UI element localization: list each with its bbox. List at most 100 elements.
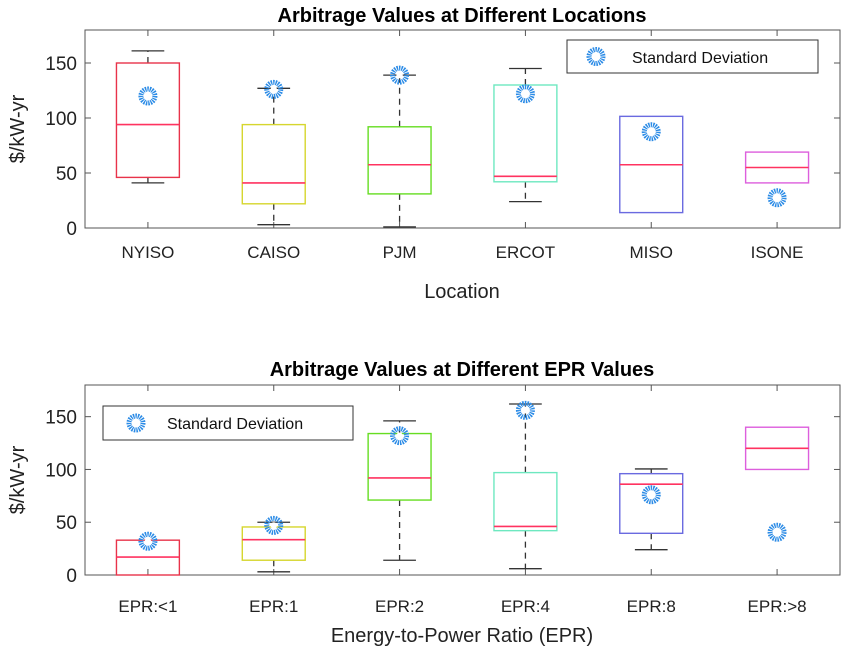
- y-axis-label: $/kW-yr: [7, 94, 29, 163]
- standard-deviation-marker: [390, 65, 410, 85]
- standard-deviation-marker-ring: [390, 426, 410, 446]
- standard-deviation-marker-ring: [767, 188, 787, 208]
- plot-area-border: [84, 384, 841, 576]
- plot-area-border: [84, 29, 841, 229]
- legend-marker-icon: [586, 47, 606, 66]
- box-EPR:>8: [744, 426, 810, 542]
- legend: Standard Deviation: [566, 39, 819, 74]
- x-axis-label: Location: [424, 281, 500, 303]
- standard-deviation-marker: [641, 485, 661, 505]
- standard-deviation-marker-center: [522, 407, 529, 414]
- standard-deviation-marker-center: [270, 86, 277, 93]
- standard-deviation-marker: [641, 122, 661, 142]
- box-iqr: [619, 472, 684, 535]
- standard-deviation-marker-center: [396, 432, 403, 439]
- y-axis-label: $/kW-yr: [7, 445, 29, 514]
- standard-deviation-marker-ring: [515, 84, 535, 104]
- standard-deviation-marker-ring: [390, 65, 410, 85]
- y-tick-label: 100: [45, 109, 77, 130]
- box-MISO: [619, 115, 684, 214]
- legend-marker-icon-ring: [586, 47, 606, 66]
- legend-marker-icon: [126, 413, 146, 433]
- x-tick-label: ERCOT: [496, 243, 556, 262]
- standard-deviation-marker-ring: [264, 515, 284, 535]
- y-tick-label: 150: [45, 408, 77, 429]
- standard-deviation-marker-center: [773, 194, 781, 201]
- standard-deviation-marker-ring: [641, 485, 661, 505]
- y-tick-label: 50: [56, 513, 77, 534]
- standard-deviation-marker-center: [396, 71, 403, 79]
- standard-deviation-marker: [264, 79, 284, 99]
- standard-deviation-marker: [138, 86, 158, 106]
- box-iqr: [367, 432, 432, 501]
- box-EPR:1: [241, 515, 306, 573]
- legend-marker-icon-ring: [126, 413, 146, 433]
- standard-deviation-marker-center: [144, 92, 152, 100]
- standard-deviation-marker: [390, 426, 410, 446]
- standard-deviation-marker-ring: [138, 531, 158, 551]
- locations-chart: Arbitrage Values at Different Locations …: [7, 5, 841, 303]
- x-tick-label: NYISO: [121, 243, 174, 262]
- standard-deviation-marker-center: [522, 90, 529, 98]
- legend-box: [566, 39, 819, 74]
- x-axis-label: Energy-to-Power Ratio (EPR): [331, 625, 593, 647]
- y-tick-label: 100: [45, 460, 77, 481]
- y-tick-label: 0: [66, 566, 77, 587]
- y-tick-label: 50: [56, 164, 77, 185]
- standard-deviation-marker: [515, 400, 535, 420]
- x-tick-label: CAISO: [247, 243, 300, 262]
- legend-label: Standard Deviation: [632, 50, 768, 67]
- x-tick-label: EPR:<1: [118, 597, 177, 616]
- standard-deviation-marker-ring: [264, 79, 284, 99]
- chart-title: Arbitrage Values at Different EPR Values: [270, 359, 655, 381]
- box-iqr: [241, 526, 306, 561]
- x-tick-label: EPR:2: [375, 597, 424, 616]
- box-NYISO: [115, 50, 181, 184]
- y-tick-label: 0: [66, 219, 77, 240]
- standard-deviation-marker-ring: [515, 400, 535, 420]
- box-EPR:8: [619, 468, 684, 551]
- standard-deviation-marker-center: [270, 522, 277, 529]
- box-ERCOT: [493, 67, 558, 203]
- standard-deviation-marker: [767, 522, 787, 542]
- box-EPR:2: [367, 420, 432, 561]
- axes: 0 50 100 150 NYISO CAISO PJM ERCOT MISO ISONE: [45, 29, 841, 262]
- standard-deviation-marker-ring: [138, 86, 158, 106]
- standard-deviation-marker: [138, 531, 158, 551]
- legend-marker-icon-center: [592, 53, 600, 60]
- box-iqr: [241, 123, 306, 205]
- x-tick-label: MISO: [630, 243, 673, 262]
- legend-label: Standard Deviation: [167, 416, 303, 433]
- standard-deviation-marker-center: [648, 128, 655, 135]
- box-iqr: [493, 471, 558, 532]
- box-EPR:4: [493, 400, 558, 570]
- x-tick-label: ISONE: [751, 243, 804, 262]
- standard-deviation-marker-center: [144, 538, 152, 545]
- x-tick-label: EPR:8: [627, 597, 676, 616]
- standard-deviation-marker-center: [648, 491, 655, 498]
- standard-deviation-marker: [515, 84, 535, 104]
- chart-title: Arbitrage Values at Different Locations: [278, 5, 647, 27]
- standard-deviation-marker: [264, 515, 284, 535]
- box-PJM: [367, 65, 432, 228]
- y-tick-label: 150: [45, 54, 77, 75]
- box-EPR:<1: [115, 531, 181, 576]
- box-iqr: [493, 84, 558, 183]
- box-iqr: [367, 126, 432, 195]
- standard-deviation-marker-center: [773, 529, 781, 536]
- x-tick-label: EPR:4: [501, 597, 550, 616]
- x-tick-label: EPR:>8: [748, 597, 807, 616]
- box-CAISO: [241, 79, 306, 226]
- standard-deviation-marker: [767, 188, 787, 208]
- standard-deviation-marker-ring: [767, 522, 787, 542]
- box-iqr: [115, 62, 181, 179]
- x-tick-label: EPR:1: [249, 597, 298, 616]
- epr-chart: Arbitrage Values at Different EPR Values…: [7, 359, 841, 647]
- axes: 0 50 100 150 EPR:<1 EPR:1 EPR:2 EPR:4 EPR:8 EPR:>…: [45, 384, 841, 616]
- legend-marker-icon-center: [132, 419, 140, 427]
- box-ISONE: [744, 151, 810, 208]
- x-tick-label: PJM: [383, 243, 417, 262]
- legend: Standard Deviation: [102, 405, 354, 441]
- standard-deviation-marker-ring: [641, 122, 661, 142]
